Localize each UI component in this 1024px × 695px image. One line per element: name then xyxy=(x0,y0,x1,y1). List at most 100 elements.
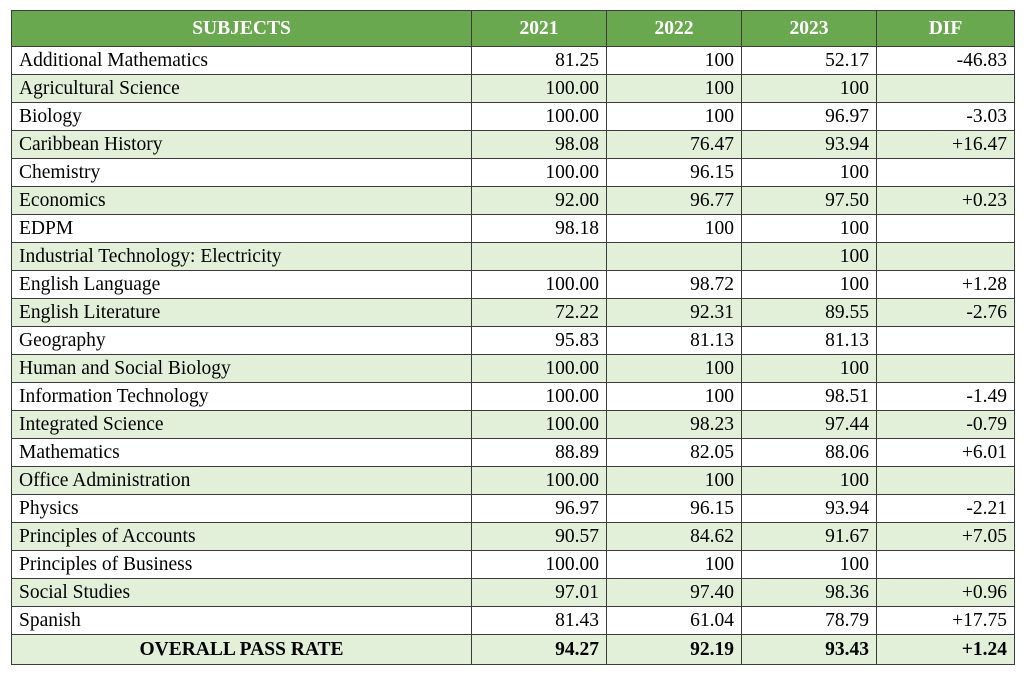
value-2021-cell: 72.22 xyxy=(471,298,607,327)
value-2023-cell: 100 xyxy=(741,270,877,299)
dif-cell: +6.01 xyxy=(876,438,1015,467)
table-row: Spanish 81.43 61.04 78.79 +17.75 xyxy=(11,606,1015,635)
subject-cell: Principles of Accounts xyxy=(11,522,472,551)
value-2023-cell: 98.36 xyxy=(741,578,877,607)
table-row: Chemistry 100.00 96.15 100 xyxy=(11,158,1015,187)
value-2022-cell: 92.31 xyxy=(606,298,742,327)
value-2021-cell: 95.83 xyxy=(471,326,607,355)
table-row: Economics 92.00 96.77 97.50 +0.23 xyxy=(11,186,1015,215)
value-2022-cell: 84.62 xyxy=(606,522,742,551)
dif-cell: -2.21 xyxy=(876,494,1015,523)
subject-cell: Chemistry xyxy=(11,158,472,187)
subject-cell: English Literature xyxy=(11,298,472,327)
value-2022-cell: 96.15 xyxy=(606,158,742,187)
overall-label: OVERALL PASS RATE xyxy=(11,634,472,665)
table-row: Additional Mathematics 81.25 100 52.17 -46.8… xyxy=(11,46,1015,75)
value-2023-cell: 100 xyxy=(741,74,877,103)
table-row: Human and Social Biology 100.00 100 100 xyxy=(11,354,1015,383)
header-2021: 2021 xyxy=(471,10,607,47)
value-2023-cell: 93.94 xyxy=(741,130,877,159)
table-row: Principles of Accounts 90.57 84.62 91.67 +7.… xyxy=(11,522,1015,551)
table-row: Agricultural Science 100.00 100 100 xyxy=(11,74,1015,103)
value-2022-cell xyxy=(606,242,742,271)
table-row: English Literature 72.22 92.31 89.55 -2.76 xyxy=(11,298,1015,327)
subject-cell: Spanish xyxy=(11,606,472,635)
value-2021-cell: 100.00 xyxy=(471,270,607,299)
value-2023-cell: 81.13 xyxy=(741,326,877,355)
value-2023-cell: 100 xyxy=(741,354,877,383)
table-header-row: SUBJECTS 2021 2022 2023 DIF xyxy=(11,10,1015,47)
subject-cell: EDPM xyxy=(11,214,472,243)
dif-cell xyxy=(876,326,1015,355)
value-2022-cell: 100 xyxy=(606,382,742,411)
pass-rate-table: SUBJECTS 2021 2022 2023 DIF Additional M… xyxy=(11,10,1015,665)
table-row: Mathematics 88.89 82.05 88.06 +6.01 xyxy=(11,438,1015,467)
value-2022-cell: 100 xyxy=(606,46,742,75)
dif-cell: -46.83 xyxy=(876,46,1015,75)
value-2023-cell: 100 xyxy=(741,214,877,243)
value-2022-cell: 96.77 xyxy=(606,186,742,215)
value-2023-cell: 88.06 xyxy=(741,438,877,467)
table-row: Caribbean History 98.08 76.47 93.94 +16.47 xyxy=(11,130,1015,159)
value-2023-cell: 91.67 xyxy=(741,522,877,551)
dif-cell: +0.23 xyxy=(876,186,1015,215)
value-2021-cell: 96.97 xyxy=(471,494,607,523)
value-2023-cell: 97.44 xyxy=(741,410,877,439)
value-2021-cell: 100.00 xyxy=(471,382,607,411)
value-2021-cell: 100.00 xyxy=(471,74,607,103)
subject-cell: Industrial Technology: Electricity xyxy=(11,242,472,271)
table-row: Physics 96.97 96.15 93.94 -2.21 xyxy=(11,494,1015,523)
subject-cell: Additional Mathematics xyxy=(11,46,472,75)
overall-2023: 93.43 xyxy=(741,634,877,665)
value-2022-cell: 76.47 xyxy=(606,130,742,159)
value-2022-cell: 81.13 xyxy=(606,326,742,355)
subject-cell: Integrated Science xyxy=(11,410,472,439)
dif-cell: -3.03 xyxy=(876,102,1015,131)
value-2023-cell: 89.55 xyxy=(741,298,877,327)
value-2023-cell: 100 xyxy=(741,158,877,187)
header-subjects: SUBJECTS xyxy=(11,10,472,47)
value-2021-cell: 100.00 xyxy=(471,102,607,131)
value-2023-cell: 78.79 xyxy=(741,606,877,635)
table-row: Principles of Business 100.00 100 100 xyxy=(11,550,1015,579)
value-2021-cell: 90.57 xyxy=(471,522,607,551)
table-row: Office Administration 100.00 100 100 xyxy=(11,466,1015,495)
table-body: Additional Mathematics 81.25 100 52.17 -46.8… xyxy=(11,46,1015,635)
subject-cell: Caribbean History xyxy=(11,130,472,159)
table-row: Geography 95.83 81.13 81.13 xyxy=(11,326,1015,355)
value-2023-cell: 97.50 xyxy=(741,186,877,215)
value-2021-cell: 81.25 xyxy=(471,46,607,75)
dif-cell: +7.05 xyxy=(876,522,1015,551)
value-2022-cell: 97.40 xyxy=(606,578,742,607)
subject-cell: Economics xyxy=(11,186,472,215)
dif-cell xyxy=(876,242,1015,271)
value-2023-cell: 100 xyxy=(741,466,877,495)
value-2022-cell: 100 xyxy=(606,354,742,383)
dif-cell xyxy=(876,550,1015,579)
value-2022-cell: 100 xyxy=(606,214,742,243)
table-row: Biology 100.00 100 96.97 -3.03 xyxy=(11,102,1015,131)
dif-cell: +1.28 xyxy=(876,270,1015,299)
table-row: English Language 100.00 98.72 100 +1.28 xyxy=(11,270,1015,299)
value-2023-cell: 93.94 xyxy=(741,494,877,523)
subject-cell: Physics xyxy=(11,494,472,523)
header-2022: 2022 xyxy=(606,10,742,47)
dif-cell xyxy=(876,354,1015,383)
dif-cell xyxy=(876,74,1015,103)
value-2021-cell: 81.43 xyxy=(471,606,607,635)
header-dif: DIF xyxy=(876,10,1015,47)
table-row: Social Studies 97.01 97.40 98.36 +0.96 xyxy=(11,578,1015,607)
subject-cell: English Language xyxy=(11,270,472,299)
value-2023-cell: 96.97 xyxy=(741,102,877,131)
value-2022-cell: 100 xyxy=(606,550,742,579)
overall-dif: +1.24 xyxy=(876,634,1015,665)
table-row: EDPM 98.18 100 100 xyxy=(11,214,1015,243)
header-2023: 2023 xyxy=(741,10,877,47)
subject-cell: Social Studies xyxy=(11,578,472,607)
subject-cell: Human and Social Biology xyxy=(11,354,472,383)
value-2021-cell: 100.00 xyxy=(471,158,607,187)
dif-cell: +0.96 xyxy=(876,578,1015,607)
value-2021-cell: 98.08 xyxy=(471,130,607,159)
dif-cell: +17.75 xyxy=(876,606,1015,635)
table-row: Integrated Science 100.00 98.23 97.44 -0.79 xyxy=(11,410,1015,439)
